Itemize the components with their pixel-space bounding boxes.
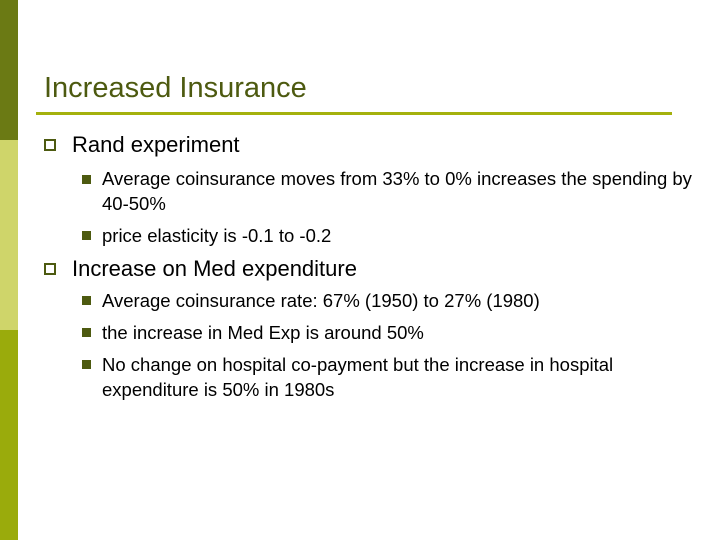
- hollow-square-bullet-icon: [44, 139, 56, 151]
- hollow-square-bullet-icon: [44, 263, 56, 275]
- list-item: Average coinsurance rate: 67% (1950) to …: [102, 290, 540, 311]
- sidebar-band-top: [0, 0, 18, 140]
- list-item: Average coinsurance moves from 33% to 0%…: [102, 168, 692, 214]
- square-bullet-icon: [82, 360, 91, 369]
- sidebar-band-bottom: [0, 330, 18, 540]
- list-item: price elasticity is -0.1 to -0.2: [102, 225, 332, 246]
- square-bullet-icon: [82, 328, 91, 337]
- section-heading: Rand experiment: [72, 132, 240, 157]
- section-heading: Increase on Med expenditure: [72, 256, 357, 281]
- square-bullet-icon: [82, 175, 91, 184]
- square-bullet-icon: [82, 296, 91, 305]
- slide-title: Increased Insurance: [44, 72, 307, 104]
- list-item: No change on hospital co-payment but the…: [102, 354, 614, 400]
- title-underline: [36, 112, 672, 115]
- list-item: the increase in Med Exp is around 50%: [102, 322, 424, 343]
- sidebar-band-middle: [0, 140, 18, 330]
- square-bullet-icon: [82, 231, 91, 240]
